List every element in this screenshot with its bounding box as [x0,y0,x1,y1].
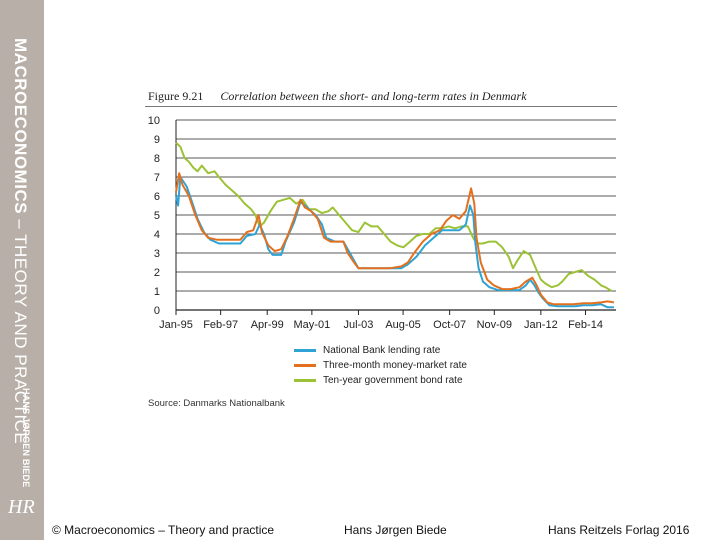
figure-caption: Correlation between the short- and long-… [220,89,527,103]
legend-label: Ten-year government bond rate [323,375,463,386]
x-tick-label: Feb-97 [203,319,238,331]
x-tick-label: Jan-95 [159,319,193,331]
x-tick-label: May-01 [294,319,331,331]
y-tick-label: 2 [154,267,160,279]
x-tick-label: Feb-14 [568,319,603,331]
y-tick-label: 10 [148,115,160,127]
x-tick-label: Nov-09 [477,319,512,331]
x-tick-label: Oct-07 [433,319,466,331]
legend-swatch-bond [294,379,316,382]
footer-publisher: Hans Reitzels Forlag 2016 [548,523,690,537]
y-tick-label: 6 [154,191,160,203]
chart-legend: National Bank lending rate Three-month m… [294,343,467,388]
legend-item: Three-month money-market rate [294,358,467,373]
figure-number: Figure 9.21 [148,89,204,103]
footer-copyright: © Macroeconomics – Theory and practice [52,523,275,537]
y-tick-label: 0 [154,305,160,317]
footer-author: Hans Jørgen Biede [344,523,447,537]
y-tick-label: 7 [154,172,160,184]
series-line-bond-rate [175,142,613,292]
legend-label: National Bank lending rate [323,345,441,356]
legend-label: Three-month money-market rate [323,360,467,371]
title-rule [145,106,617,107]
y-tick-label: 1 [154,286,160,298]
legend-item: Ten-year government bond rate [294,373,467,388]
y-tick-label: 9 [154,134,160,146]
figure-source: Source: Danmarks Nationalbank [148,398,285,409]
y-tick-label: 4 [154,229,160,241]
legend-swatch-lending [294,349,316,352]
x-tick-label: Aug-05 [385,319,420,331]
legend-item: National Bank lending rate [294,343,467,358]
series-line-money-market-rate [175,172,615,306]
x-tick-label: Jan-12 [524,319,558,331]
figure-title: Figure 9.21 Correlation between the shor… [148,89,527,104]
book-title: MACROECONOMICS – THEORY AND PRACTICE [10,38,30,444]
book-author: HANS JØRGEN BIEDE [21,388,31,488]
book-title-main: MACROECONOMICS [11,38,30,215]
y-tick-label: 3 [154,248,160,260]
y-tick-label: 8 [154,153,160,165]
publisher-logo: HR [8,496,35,518]
legend-swatch-money-market [294,364,316,367]
x-tick-label: Jul-03 [343,319,373,331]
x-tick-label: Apr-99 [251,319,284,331]
line-chart: 0 1 2 3 4 5 6 7 8 9 10 Jan-95 Feb-97 Apr-99 May-01 Jul-… [148,115,616,331]
sidebar: MACROECONOMICS – THEORY AND PRACTICE HAN… [0,0,44,540]
series-line-lending-rate [175,176,614,309]
y-tick-label: 5 [154,210,160,222]
